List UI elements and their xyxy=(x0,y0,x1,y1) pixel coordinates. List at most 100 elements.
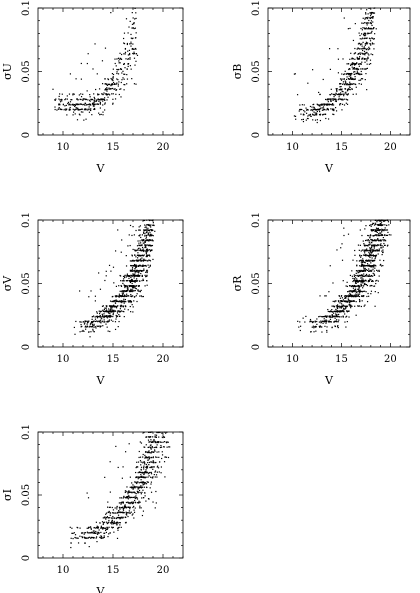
scatter-point xyxy=(141,257,143,259)
scatter-point xyxy=(145,227,148,229)
scatter-point xyxy=(345,81,347,83)
scatter-point xyxy=(369,28,371,30)
scatter-point xyxy=(82,104,84,106)
scatter-point xyxy=(370,279,372,281)
scatter-point xyxy=(111,310,113,312)
scatter-point xyxy=(126,496,128,499)
scatter-point xyxy=(151,445,153,448)
scatter-point xyxy=(303,110,305,112)
scatter-point xyxy=(115,299,117,301)
scatter-point xyxy=(347,28,349,30)
scatter-point xyxy=(147,260,149,262)
scatter-point xyxy=(325,320,327,322)
scatter-point xyxy=(133,53,135,55)
scatter-point xyxy=(78,103,80,106)
x-tick-label: 15 xyxy=(107,565,120,576)
scatter-point xyxy=(161,432,163,434)
scatter-point xyxy=(148,240,150,242)
scatter-point xyxy=(342,81,345,83)
scatter-point xyxy=(83,103,85,105)
scatter-point xyxy=(133,23,135,25)
scatter-point xyxy=(360,269,362,271)
scatter-point xyxy=(58,103,61,105)
scatter-point xyxy=(92,532,94,534)
scatter-point xyxy=(152,229,154,231)
scatter-point xyxy=(128,49,131,51)
scatter-point xyxy=(361,263,363,265)
scatter-point xyxy=(141,240,144,242)
scatter-point xyxy=(368,19,370,22)
scatter-point xyxy=(366,265,368,267)
scatter-point xyxy=(59,108,62,110)
scatter-point xyxy=(57,108,60,110)
scatter-point xyxy=(343,307,345,309)
scatter-point xyxy=(76,98,78,100)
scatter-point xyxy=(145,225,147,227)
scatter-point xyxy=(142,254,144,257)
scatter-point xyxy=(344,82,347,84)
scatter-point xyxy=(147,476,149,478)
scatter-point xyxy=(114,306,116,308)
scatter-point xyxy=(357,291,359,293)
scatter-point xyxy=(160,441,162,443)
scatter-point xyxy=(124,285,127,288)
scatter-point xyxy=(105,518,107,520)
scatter-point xyxy=(142,219,144,221)
scatter-point xyxy=(331,314,333,316)
scatter-point xyxy=(119,300,121,302)
scatter-point xyxy=(146,254,148,256)
scatter-point xyxy=(113,531,115,533)
scatter-point xyxy=(147,244,149,246)
scatter-point xyxy=(84,108,86,110)
scatter-point xyxy=(143,461,145,463)
scatter-point xyxy=(132,295,134,297)
scatter-point xyxy=(132,280,134,282)
scatter-point xyxy=(380,263,382,266)
scatter-point xyxy=(141,486,143,488)
scatter-point xyxy=(100,322,102,324)
scatter-point xyxy=(359,52,361,54)
scatter-point xyxy=(372,275,374,277)
scatter-point xyxy=(80,98,82,101)
scatter-point xyxy=(329,100,332,102)
scatter-point xyxy=(381,239,383,241)
scatter-point xyxy=(80,111,83,113)
scatter-point xyxy=(120,294,122,297)
scatter-point xyxy=(91,321,93,323)
scatter-point xyxy=(106,94,108,96)
scatter-point xyxy=(124,285,126,287)
scatter-point xyxy=(337,99,339,101)
scatter-point xyxy=(116,512,118,514)
scatter-point xyxy=(93,105,95,107)
scatter-point xyxy=(144,482,146,484)
scatter-point xyxy=(355,93,357,95)
scatter-point xyxy=(104,476,106,478)
scatter-point xyxy=(378,224,380,226)
scatter-point xyxy=(344,84,346,86)
scatter-point xyxy=(108,312,110,314)
scatter-point xyxy=(311,326,313,328)
scatter-point xyxy=(319,93,321,95)
scatter-point xyxy=(148,436,150,438)
scatter-point xyxy=(111,519,113,521)
scatter-point xyxy=(140,481,142,483)
scatter-point xyxy=(342,315,344,317)
scatter-point xyxy=(83,119,85,121)
scatter-point xyxy=(140,260,142,262)
scatter-point xyxy=(94,316,96,318)
scatter-point xyxy=(359,44,362,46)
scatter-point xyxy=(318,325,320,327)
scatter-point xyxy=(103,317,105,319)
scatter-point xyxy=(120,68,122,70)
scatter-point xyxy=(354,282,357,284)
scatter-point xyxy=(136,466,139,468)
scatter-point xyxy=(361,261,363,264)
scatter-point xyxy=(85,118,87,120)
scatter-point xyxy=(366,9,368,11)
scatter-point xyxy=(367,249,369,251)
scatter-point xyxy=(133,83,136,85)
scatter-point xyxy=(383,229,385,231)
scatter-point xyxy=(105,528,107,530)
scatter-point xyxy=(339,83,341,85)
scatter-point xyxy=(66,98,68,100)
